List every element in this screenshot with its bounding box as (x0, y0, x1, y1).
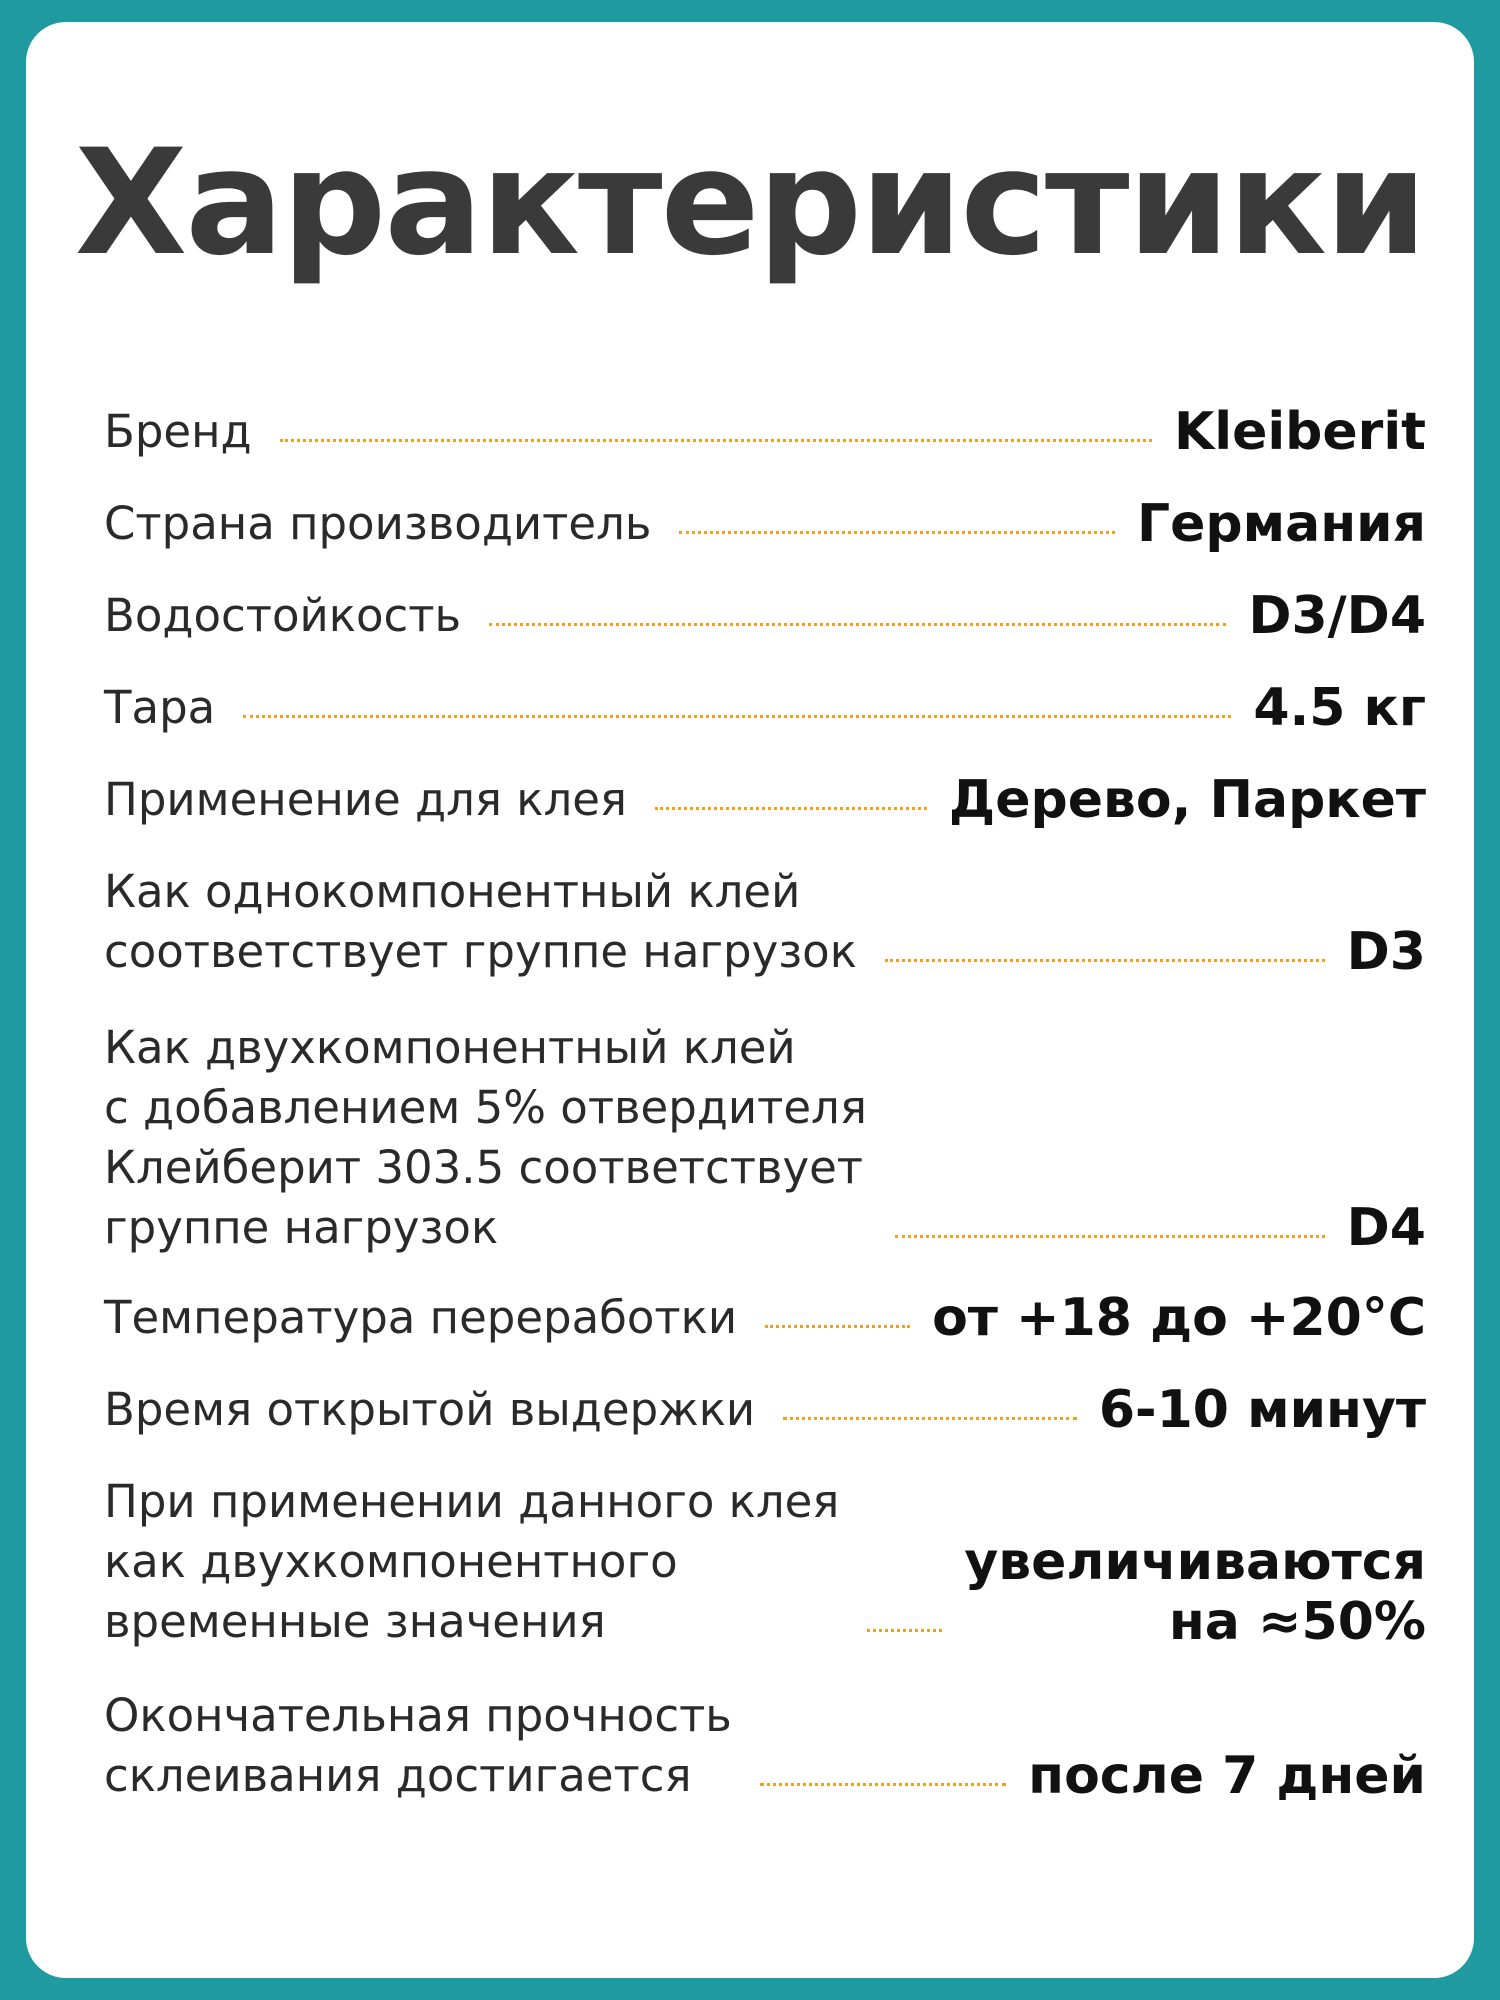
spec-value-line: после 7 дней (1028, 1746, 1426, 1806)
spec-value: после 7 дней (1028, 1746, 1426, 1806)
spec-value: увеличиваются на ≈50% (964, 1532, 1426, 1652)
spec-value-line: увеличиваются (964, 1532, 1426, 1592)
spec-row-two-component: Как двухкомпонентный клей с добавлением … (104, 1018, 1426, 1258)
spec-value-line: на ≈50% (1168, 1592, 1426, 1652)
spec-value-line: 6-10 минут (1098, 1380, 1426, 1440)
spec-value-line: Германия (1137, 494, 1426, 554)
spec-label-line: Как двухкомпонентный клей (104, 1021, 796, 1074)
spec-label-line: как двухкомпонентного (104, 1535, 678, 1588)
spec-label: Водостойкость (104, 586, 461, 646)
spec-label-line: При применении данного клея (104, 1475, 840, 1528)
spec-card: Характеристики Бренд Kleiberit Страна пр… (26, 22, 1474, 1978)
spec-row-two-component-times: При применении данного клея как двухкомп… (104, 1472, 1426, 1652)
spec-row-application: Применение для клея Дерево, Паркет (104, 770, 1426, 830)
dotted-leader (765, 1325, 911, 1328)
spec-value: Дерево, Паркет (949, 770, 1426, 830)
spec-label: Страна производитель (104, 494, 651, 554)
spec-value: 4.5 кг (1253, 678, 1426, 738)
spec-value: 6-10 минут (1099, 1380, 1426, 1440)
spec-label-line: соответствует группе нагрузок (104, 925, 857, 978)
spec-row-package: Тара 4.5 кг (104, 678, 1426, 738)
spec-label-line: с добавлением 5% отвердителя (104, 1081, 867, 1134)
spec-label: Как однокомпонентный клей соответствует … (104, 862, 857, 982)
spec-label: Бренд (104, 402, 252, 462)
spec-value-line: D3/D4 (1248, 586, 1426, 646)
spec-label: Тара (104, 678, 215, 738)
spec-value: D3/D4 (1248, 586, 1426, 646)
spec-value: Германия (1137, 494, 1426, 554)
spec-row-open-time: Время открытой выдержки 6-10 минут (104, 1380, 1426, 1440)
dotted-leader (279, 439, 1152, 442)
spec-row-brand: Бренд Kleiberit (104, 402, 1426, 462)
spec-label-line: склеивания достигается (104, 1749, 692, 1802)
spec-value: от +18 до +20°C (932, 1288, 1426, 1348)
dotted-leader (655, 807, 927, 810)
spec-label: Время открытой выдержки (104, 1380, 755, 1440)
dotted-leader (783, 1417, 1077, 1420)
spec-row-processing-temperature: Температура переработки от +18 до +20°C (104, 1288, 1426, 1348)
spec-label-line: группе нагрузок (104, 1201, 499, 1254)
spec-value: Kleiberit (1174, 402, 1426, 462)
dotted-leader (894, 1235, 1325, 1238)
dotted-leader (679, 531, 1116, 534)
spec-value-line: от +18 до +20°C (932, 1288, 1426, 1348)
spec-label-line: Температура переработки (104, 1291, 738, 1344)
spec-label: Температура переработки (104, 1288, 737, 1348)
spec-value-line: 4.5 кг (1253, 678, 1426, 738)
spec-label: Применение для клея (104, 770, 627, 830)
spec-label-line: Страна производитель (104, 497, 652, 550)
spec-label-line: временные значения (104, 1595, 606, 1648)
spec-label-line: Водостойкость (104, 589, 461, 642)
spec-value-line: D4 (1346, 1198, 1426, 1258)
spec-label-line: Как однокомпонентный клей (104, 865, 801, 918)
spec-value-line: D3 (1346, 922, 1426, 982)
spec-label: При применении данного клея как двухкомп… (104, 1472, 839, 1652)
dotted-leader (867, 1629, 943, 1632)
dotted-leader (243, 715, 1232, 718)
spec-label: Как двухкомпонентный клей с добавлением … (104, 1018, 867, 1258)
spec-label-line: Бренд (104, 405, 252, 458)
spec-label-line: Окончательная прочность (104, 1689, 732, 1742)
spec-row-one-component: Как однокомпонентный клей соответствует … (104, 862, 1426, 982)
spec-row-water-resistance: Водостойкость D3/D4 (104, 586, 1426, 646)
spec-label-line: Клейберит 303.5 соответствует (104, 1141, 863, 1194)
spec-row-country: Страна производитель Германия (104, 494, 1426, 554)
spec-label-line: Тара (104, 681, 216, 734)
spec-value-line: Kleiberit (1173, 402, 1426, 462)
spec-value: D3 (1347, 922, 1426, 982)
spec-value-line: Дерево, Паркет (948, 770, 1426, 830)
spec-row-final-strength: Окончательная прочность склеивания дости… (104, 1686, 1426, 1806)
page-title: Характеристики (74, 118, 1428, 288)
dotted-leader (884, 959, 1325, 962)
spec-label: Окончательная прочность склеивания дости… (104, 1686, 732, 1806)
dotted-leader (759, 1783, 1007, 1786)
spec-label-line: Время открытой выдержки (104, 1383, 756, 1436)
spec-value: D4 (1347, 1198, 1426, 1258)
dotted-leader (488, 623, 1227, 626)
spec-label-line: Применение для клея (104, 773, 627, 826)
